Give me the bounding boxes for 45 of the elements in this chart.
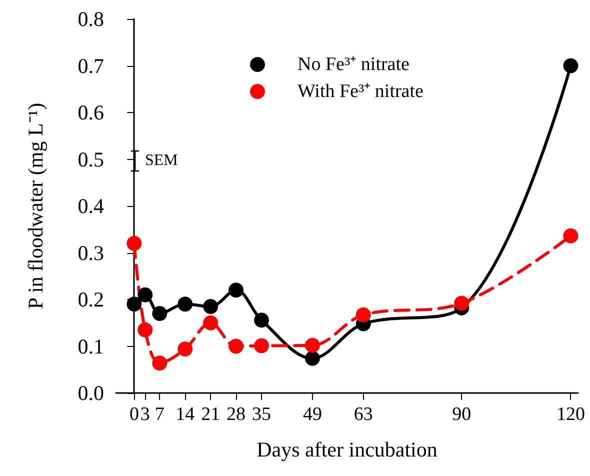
point: [203, 299, 218, 314]
point: [563, 228, 578, 244]
x-tick-label: 90: [452, 404, 472, 425]
y-tick-label: 0.8: [78, 7, 104, 31]
point: [254, 338, 270, 354]
x-tick-label: 120: [556, 404, 585, 425]
y-tick-label: 0.6: [78, 100, 104, 124]
point: [356, 307, 371, 322]
point: [152, 356, 168, 371]
point: [178, 342, 193, 357]
point: [152, 306, 168, 322]
x-axis-title: Days after incubation: [256, 438, 438, 462]
point: [138, 287, 153, 302]
x-tick-label: 35: [252, 404, 272, 425]
x-tick-label: 63: [354, 404, 373, 425]
y-tick-label: 0.5: [78, 147, 104, 172]
x-tick-label: 0: [129, 404, 139, 425]
y-tick-label: 0.4: [78, 194, 104, 218]
y-axis-title: P in floodwater (mg L⁻¹): [24, 102, 48, 310]
y-tick-label: 0.3: [78, 240, 104, 265]
point: [228, 282, 244, 298]
point: [228, 338, 244, 354]
x-tick-label: 21: [201, 404, 220, 425]
legend-label: No Fe³⁺ nitrate: [298, 54, 410, 75]
point: [454, 296, 470, 311]
x-tick-label: 49: [302, 404, 322, 425]
point: [304, 338, 320, 353]
x-tick-label: 7: [154, 404, 164, 425]
point: [178, 296, 193, 312]
point: [563, 58, 578, 74]
point: [126, 296, 142, 312]
point: [304, 350, 320, 366]
y-tick-label: 0.7: [78, 54, 104, 78]
legend-label: With Fe³⁺ nitrate: [298, 81, 424, 102]
point: [138, 322, 153, 338]
y-tick-label: 0.1: [78, 334, 104, 358]
annotation: SEM: [145, 152, 178, 170]
y-tick-label: 0.0: [78, 381, 104, 405]
y-tick-label: 0.2: [78, 288, 104, 312]
x-tick-label: 3: [140, 404, 150, 425]
x-tick-label: 14: [176, 404, 196, 425]
point: [254, 312, 270, 328]
x-tick-label: 28: [226, 404, 246, 425]
point: [126, 236, 142, 251]
point: [203, 315, 218, 330]
